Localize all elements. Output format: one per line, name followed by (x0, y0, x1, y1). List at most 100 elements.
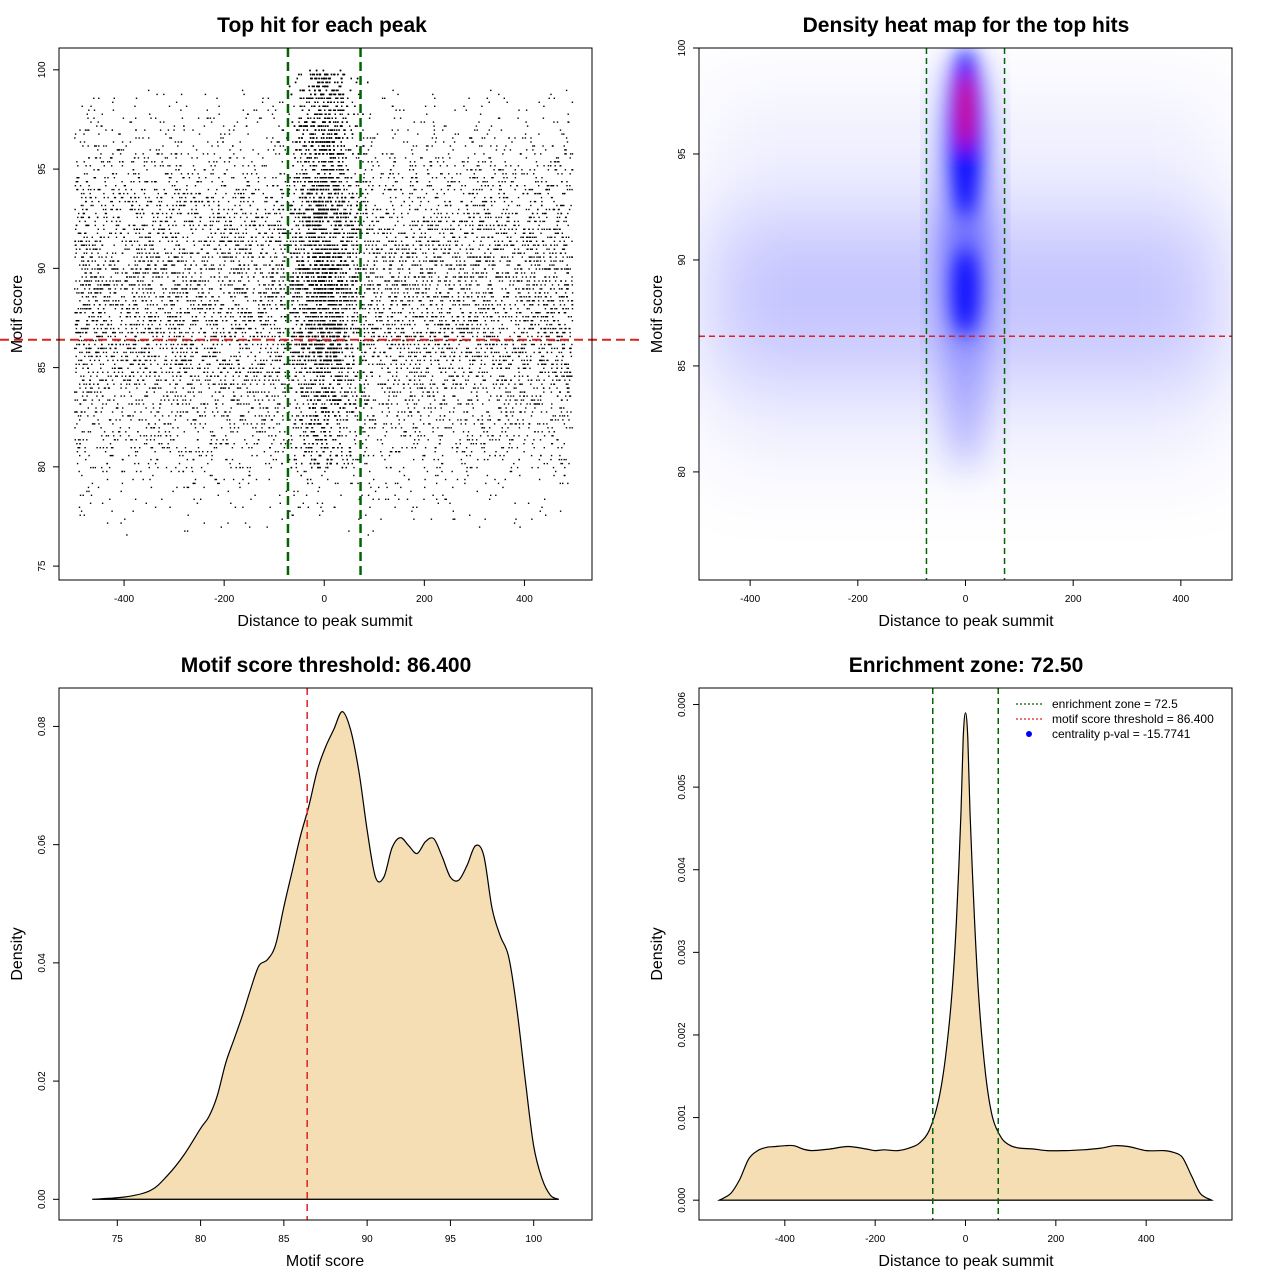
scatter-point (183, 288, 185, 290)
scatter-point (362, 359, 364, 362)
scatter-point (548, 228, 550, 230)
scatter-point (253, 264, 255, 266)
scatter-point (432, 347, 434, 350)
scatter-point (328, 399, 331, 401)
scatter-point (84, 220, 86, 223)
scatter-point (456, 327, 458, 330)
scatter-point (261, 312, 263, 314)
scatter-point (186, 292, 188, 294)
scatter-point (88, 292, 90, 294)
scatter-point (546, 351, 549, 354)
scatter-point (113, 355, 115, 358)
scatter-point (350, 240, 353, 242)
scatter-point (561, 335, 563, 338)
scatter-point (515, 272, 517, 274)
scatter-point (276, 351, 279, 354)
scatter-point (241, 248, 244, 250)
scatter-point (566, 371, 568, 373)
scatter-point (259, 316, 261, 318)
scatter-point (529, 220, 531, 223)
scatter-point (172, 208, 174, 211)
scatter-point (485, 200, 488, 203)
scatter-point (505, 145, 507, 147)
scatter-point (352, 296, 354, 298)
scatter-point (426, 296, 429, 298)
scatter-point (101, 502, 104, 504)
scatter-point (154, 371, 156, 373)
scatter-point (253, 371, 256, 373)
scatter-point (111, 367, 114, 369)
scatter-point (339, 188, 341, 191)
scatter-point (568, 375, 571, 377)
scatter-point (447, 327, 449, 330)
scatter-point (128, 308, 131, 310)
scatter-point (450, 363, 452, 365)
scatter-point (534, 323, 536, 326)
scatter-point (559, 327, 561, 330)
scatter-point (389, 308, 392, 310)
scatter-point (387, 188, 390, 191)
scatter-point (416, 351, 418, 354)
scatter-point (248, 268, 250, 270)
scatter-point (268, 391, 270, 393)
scatter-point (348, 240, 350, 242)
scatter-point (486, 371, 488, 373)
scatter-point (561, 232, 563, 234)
scatter-point (500, 256, 503, 258)
scatter-point (443, 192, 445, 195)
scatter-point (236, 431, 239, 433)
scatter-point (168, 431, 171, 433)
scatter-point (141, 236, 143, 238)
scatter-point (478, 284, 480, 286)
scatter-point (184, 204, 186, 207)
scatter-point (479, 276, 482, 278)
scatter-point (388, 188, 391, 191)
scatter-point (434, 359, 436, 362)
scatter-point (78, 177, 80, 179)
scatter-point (219, 157, 221, 159)
scatter-point (201, 308, 204, 310)
scatter-point (330, 260, 332, 262)
scatter-point (154, 375, 156, 377)
scatter-point (137, 462, 140, 465)
scatter-point (527, 335, 529, 338)
scatter-point (346, 395, 348, 397)
scatter-point (282, 304, 284, 306)
scatter-point (401, 447, 403, 449)
scatter-point (293, 296, 296, 298)
scatter-point (280, 224, 282, 227)
scatter-point (423, 355, 425, 358)
scatter-point (190, 256, 192, 258)
scatter-point (236, 399, 239, 401)
scatter-point (242, 188, 244, 191)
scatter-point (346, 375, 349, 377)
scatter-point (110, 447, 113, 449)
scatter-point (85, 272, 87, 274)
scatter-point (416, 264, 419, 266)
scatter-point (111, 510, 113, 512)
scatter-point (119, 419, 121, 421)
scatter-point (195, 208, 197, 211)
scatter-point (244, 248, 247, 250)
scatter-point (569, 185, 571, 187)
scatter-point (457, 316, 460, 318)
scatter-point (97, 272, 99, 274)
scatter-point (424, 375, 426, 377)
scatter-point (555, 470, 557, 473)
scatter-point (553, 260, 555, 262)
scatter-point (205, 268, 207, 270)
scatter-point (147, 316, 150, 318)
scatter-point (390, 363, 392, 365)
scatter-point (473, 240, 475, 242)
scatter-point (424, 486, 426, 489)
scatter-point (341, 272, 344, 274)
scatter-point (367, 284, 369, 286)
scatter-point (282, 228, 285, 230)
scatter-point (540, 284, 542, 286)
scatter-point (76, 462, 79, 465)
scatter-point (269, 506, 271, 508)
scatter-point (466, 208, 469, 211)
scatter-point (235, 355, 237, 358)
scatter-point (470, 169, 472, 171)
scatter-point (369, 137, 372, 139)
